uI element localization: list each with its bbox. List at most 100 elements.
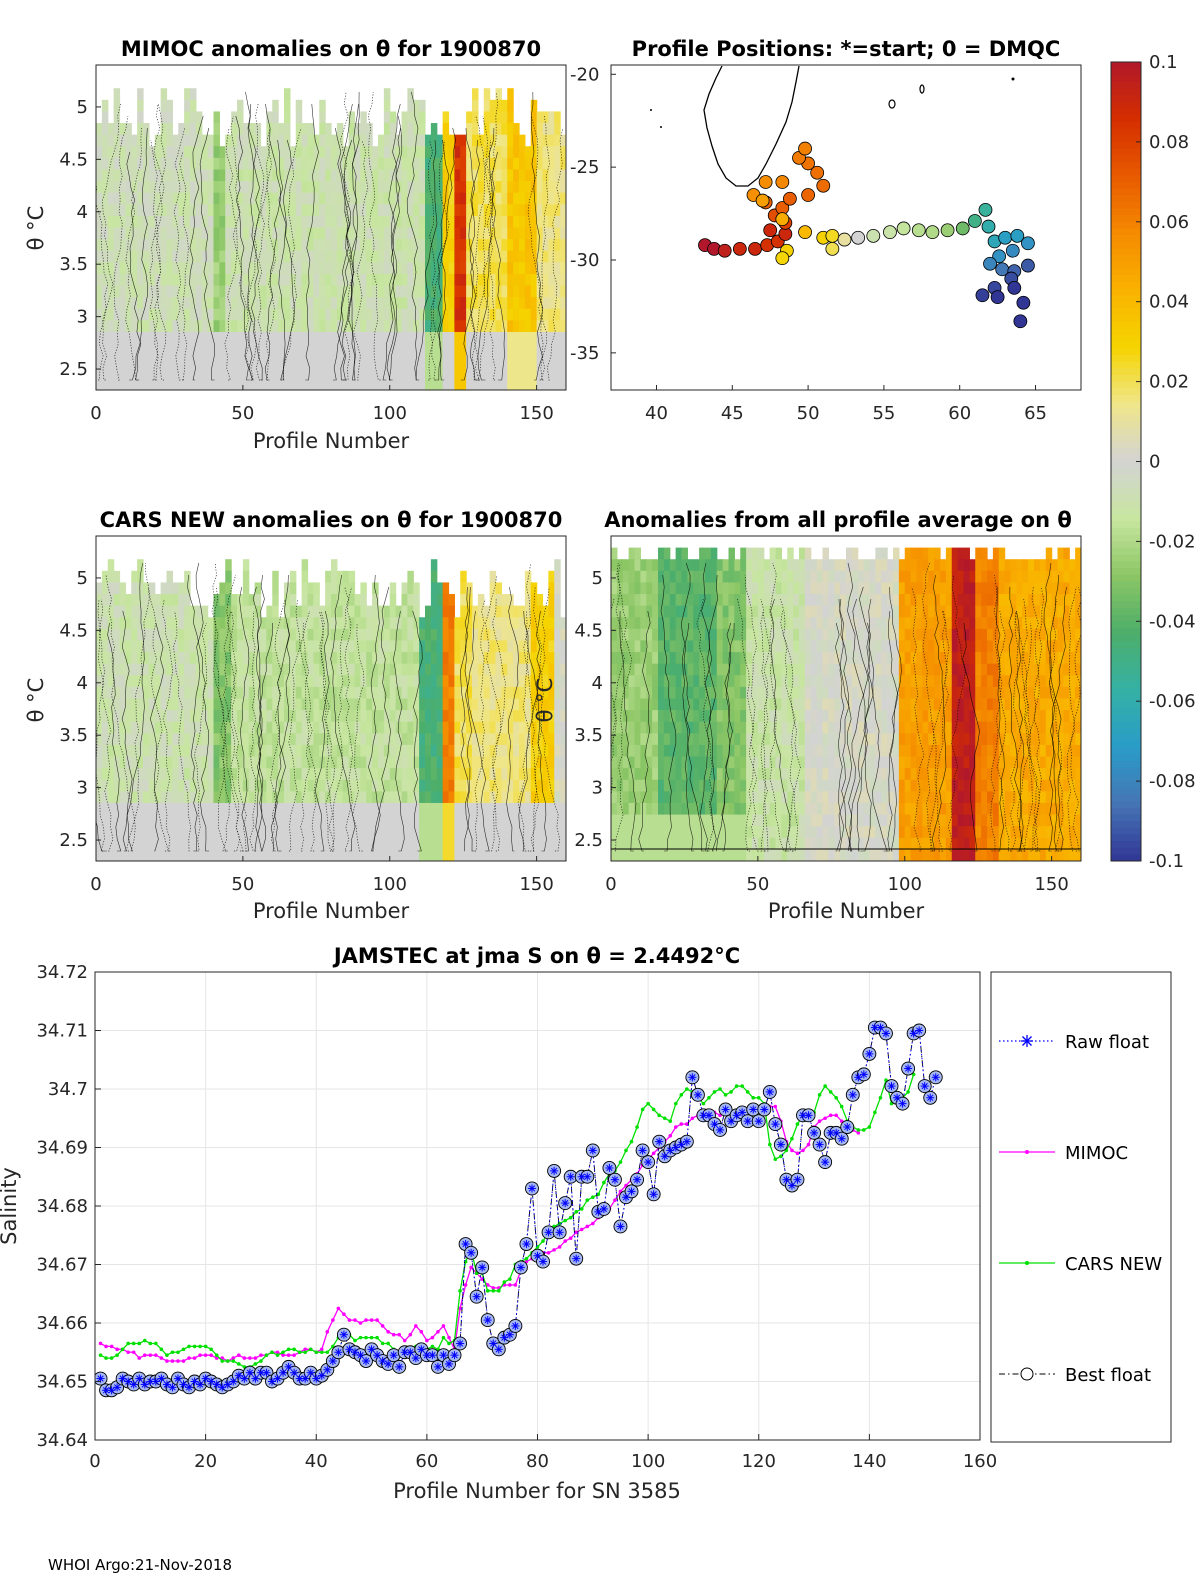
heatmap-cell [472, 698, 479, 711]
profile-position-point [990, 290, 1005, 305]
heatmap-cell [260, 157, 267, 171]
heatmap-cell [466, 169, 473, 182]
heatmap-cell [154, 663, 162, 676]
heatmap-cell [746, 617, 753, 630]
heatmap-cell [658, 698, 665, 711]
heatmap-cell [207, 343, 215, 356]
heatmap-cell [378, 849, 385, 861]
heatmap-cell [207, 814, 215, 827]
heatmap-cell [740, 605, 747, 618]
heatmap-cell [131, 157, 138, 171]
heatmap-cell [289, 628, 297, 642]
heatmap-cell [313, 355, 320, 368]
heatmap-cell [513, 215, 520, 229]
heatmap-cell [307, 675, 314, 688]
heatmap-cell [430, 343, 438, 356]
heatmap-cell [101, 617, 109, 630]
heatmap-cell [207, 355, 215, 368]
heatmap-cell [154, 331, 162, 345]
heatmap-cell [740, 791, 747, 804]
heatmap-cell [752, 628, 759, 642]
heatmap-cell [295, 640, 303, 653]
heatmap-cell [611, 686, 618, 700]
heatmap-cell [669, 744, 677, 758]
heatmap-cell [663, 582, 671, 595]
heatmap-cell [501, 640, 508, 653]
heatmap-cell [378, 297, 385, 310]
heatmap-cell [407, 628, 414, 642]
heatmap-cell [454, 157, 461, 171]
heatmap-cell [360, 628, 367, 642]
heatmap-cell [242, 181, 250, 194]
heatmap-cell [237, 756, 244, 769]
heatmap-cell [213, 837, 220, 850]
heatmap-cell [225, 814, 232, 827]
contour-line [330, 574, 356, 852]
contour-line [353, 139, 369, 381]
heatmap-cell [366, 710, 373, 723]
contour-line [472, 139, 493, 381]
heatmap-cell [289, 204, 297, 217]
heatmap-cell [401, 721, 408, 734]
heatmap-cell [554, 262, 561, 275]
heatmap-cell [131, 710, 138, 723]
heatmap-cell [519, 721, 526, 734]
heatmap-cell [378, 331, 385, 345]
heatmap-cell [757, 826, 765, 839]
heatmap-cell [693, 652, 700, 665]
heatmap-cell [611, 744, 618, 758]
heatmap-cell [213, 250, 220, 263]
heatmap-cell [507, 802, 514, 816]
heatmap-cell [295, 686, 303, 700]
heatmap-cell [272, 169, 279, 182]
heatmap-cell [519, 366, 526, 379]
heatmap-cell [295, 99, 303, 113]
heatmap-cell [425, 721, 432, 734]
heatmap-cell [716, 663, 724, 676]
heatmap-cell [137, 791, 144, 804]
heatmap-cell [548, 791, 555, 804]
contour-line [113, 115, 129, 381]
heatmap-cell [207, 768, 215, 781]
heatmap-cell [383, 134, 391, 147]
heatmap-cell [548, 663, 555, 676]
heatmap-cell [716, 617, 724, 630]
heatmap-cell [466, 378, 473, 390]
heatmap-cell [705, 802, 712, 816]
heatmap-cell [560, 710, 566, 723]
heatmap-cell [148, 675, 156, 688]
heatmap-cell [372, 849, 379, 861]
heatmap-cell [728, 559, 735, 572]
heatmap-cell [489, 355, 497, 368]
heatmap-cell [658, 756, 665, 769]
heatmap-cell [254, 123, 262, 136]
heatmap-cell [495, 88, 502, 101]
heatmap-cell [436, 192, 444, 205]
heatmap-cell [195, 285, 203, 298]
heatmap-cell [201, 239, 209, 252]
heatmap-cell [190, 605, 197, 618]
heatmap-cell [190, 791, 197, 804]
heatmap-cell [201, 169, 209, 182]
heatmap-cell [442, 320, 450, 333]
heatmap-cell [178, 710, 185, 723]
heatmap-cell [495, 285, 502, 298]
heatmap-cell [710, 744, 718, 758]
heatmap-cell [705, 559, 712, 572]
heatmap-cell [237, 802, 244, 816]
heatmap-cell [331, 849, 338, 861]
heatmap-cell [260, 791, 267, 804]
heatmap-cell [113, 343, 121, 356]
heatmap-cell [143, 123, 150, 136]
heatmap-cell [483, 111, 491, 124]
heatmap-cell [524, 710, 532, 723]
heatmap-cell [348, 123, 356, 136]
heatmap-cell [237, 297, 244, 310]
heatmap-cell [372, 169, 379, 182]
heatmap-cell [519, 262, 526, 275]
heatmap-cell [536, 628, 544, 642]
heatmap-cell [395, 686, 403, 700]
0-xtick-label: 0 [90, 403, 101, 424]
heatmap-cell [389, 320, 397, 333]
heatmap-cell [184, 617, 191, 630]
